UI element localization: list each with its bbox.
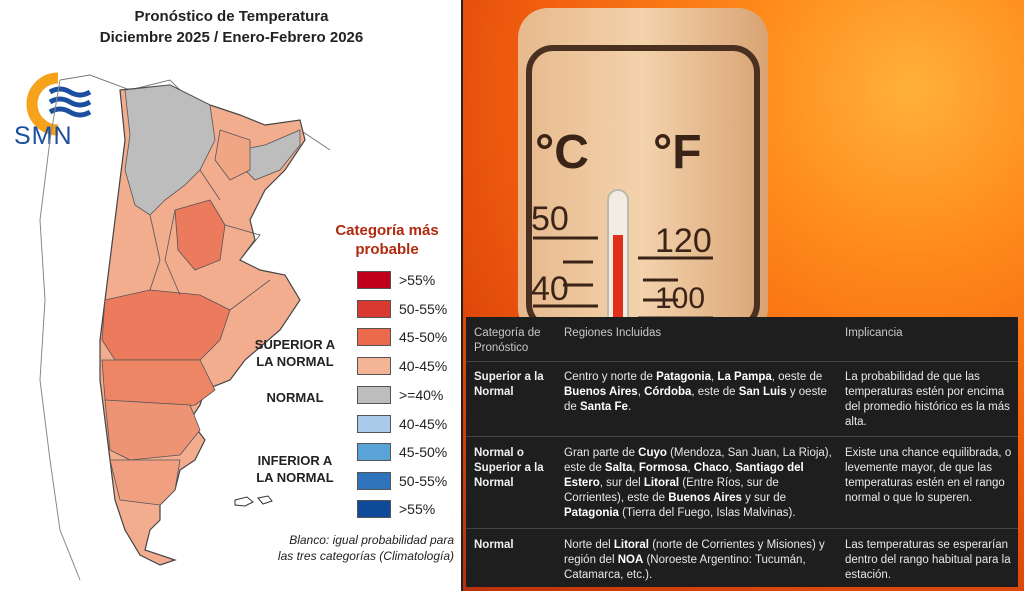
legend-label: 50-55% xyxy=(399,301,448,317)
celsius-50-label: 50 xyxy=(531,200,569,238)
legend-item: 40-45% xyxy=(357,415,457,433)
map-subtitle: Diciembre 2025 / Enero-Febrero 2026 xyxy=(99,29,364,46)
fahrenheit-120-label: 120 xyxy=(655,222,712,260)
legend-note: Blanco: igual probabilidad para xyxy=(289,533,454,547)
group-superior-label-2: LA NORMAL xyxy=(256,354,334,369)
legend-item: 45-50% xyxy=(357,328,457,346)
legend-label: 45-50% xyxy=(399,444,448,460)
group-inferior-label: INFERIOR A xyxy=(257,453,333,468)
legend-title-2: probable xyxy=(355,241,419,258)
row-normal-regions: Norte del Litoral (norte de Corrientes y… xyxy=(564,539,825,581)
legend-swatch xyxy=(357,415,391,433)
legend-label: >=40% xyxy=(399,387,444,403)
legend-swatch xyxy=(357,443,391,461)
legend-swatch xyxy=(357,472,391,490)
row-normal-superior-implication: Existe una chance equilibrada, o levemen… xyxy=(845,447,1012,504)
legend-item: 40-45% xyxy=(357,357,457,375)
fahrenheit-100-label: 100 xyxy=(655,282,706,315)
legend-item: >=40% xyxy=(357,386,457,404)
smn-logo-icon xyxy=(26,72,92,136)
malvinas-islands xyxy=(234,495,273,507)
row-normal-implication: Las temperaturas se esperarían dentro de… xyxy=(845,539,1011,581)
legend-swatch xyxy=(357,300,391,318)
legend-label: >55% xyxy=(399,272,436,288)
header-regions: Regiones Incluidas xyxy=(564,327,662,339)
row-superior-regions: Centro y norte de Patagonia, La Pampa, o… xyxy=(564,371,827,413)
smn-logo-text: SMN xyxy=(14,122,73,150)
legend-swatch xyxy=(357,386,391,404)
legend-item: 50-55% xyxy=(357,300,457,318)
legend-swatch xyxy=(357,271,391,289)
group-inferior-label-2: LA NORMAL xyxy=(256,470,334,485)
forecast-table: Categoría de Pronóstico Regiones Incluid… xyxy=(466,317,1018,587)
legend-item: 45-50% xyxy=(357,443,457,461)
row-superior-category: Superior a la Normal xyxy=(474,371,544,398)
group-superior-label: SUPERIOR A xyxy=(254,337,336,352)
group-normal-label: NORMAL xyxy=(266,390,324,405)
map-title: Pronóstico de Temperatura xyxy=(134,8,329,25)
fahrenheit-label: °F xyxy=(653,126,702,179)
legend-label: 40-45% xyxy=(399,358,448,374)
legend-swatch xyxy=(357,328,391,346)
row-normal-superior-regions: Gran parte de Cuyo (Mendoza, San Juan, L… xyxy=(564,447,832,519)
legend-label: 45-50% xyxy=(399,329,448,345)
header-category: Categoría de Pronóstico xyxy=(474,327,541,354)
row-normal-superior-category: Normal o Superior a la Normal xyxy=(474,447,544,489)
header-implication: Implicancia xyxy=(845,327,903,339)
legend-label: 40-45% xyxy=(399,416,448,432)
legend-title: Categoría más xyxy=(335,222,439,239)
forecast-map-panel: Pronóstico de Temperatura Diciembre 2025… xyxy=(0,0,463,591)
thermometer-icon xyxy=(518,8,768,341)
legend-item: >55% xyxy=(357,271,457,289)
legend-label: >55% xyxy=(399,501,436,517)
legend-item: >55% xyxy=(357,500,457,518)
celsius-40-label: 40 xyxy=(531,270,569,308)
legend-note-2: las tres categorías (Climatología) xyxy=(277,549,454,563)
celsius-label: °C xyxy=(535,126,589,179)
row-superior-implication: La probabilidad de que las temperaturas … xyxy=(845,371,1010,428)
legend-swatch xyxy=(357,500,391,518)
row-normal-category: Normal xyxy=(474,539,514,551)
argentina-map xyxy=(39,74,331,581)
legend-label: 50-55% xyxy=(399,473,448,489)
legend-item: 50-55% xyxy=(357,472,457,490)
legend-swatch xyxy=(357,357,391,375)
